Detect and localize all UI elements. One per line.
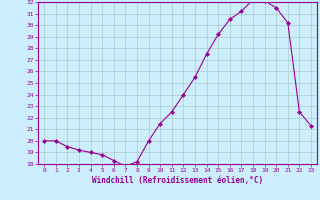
X-axis label: Windchill (Refroidissement éolien,°C): Windchill (Refroidissement éolien,°C)	[92, 176, 263, 185]
